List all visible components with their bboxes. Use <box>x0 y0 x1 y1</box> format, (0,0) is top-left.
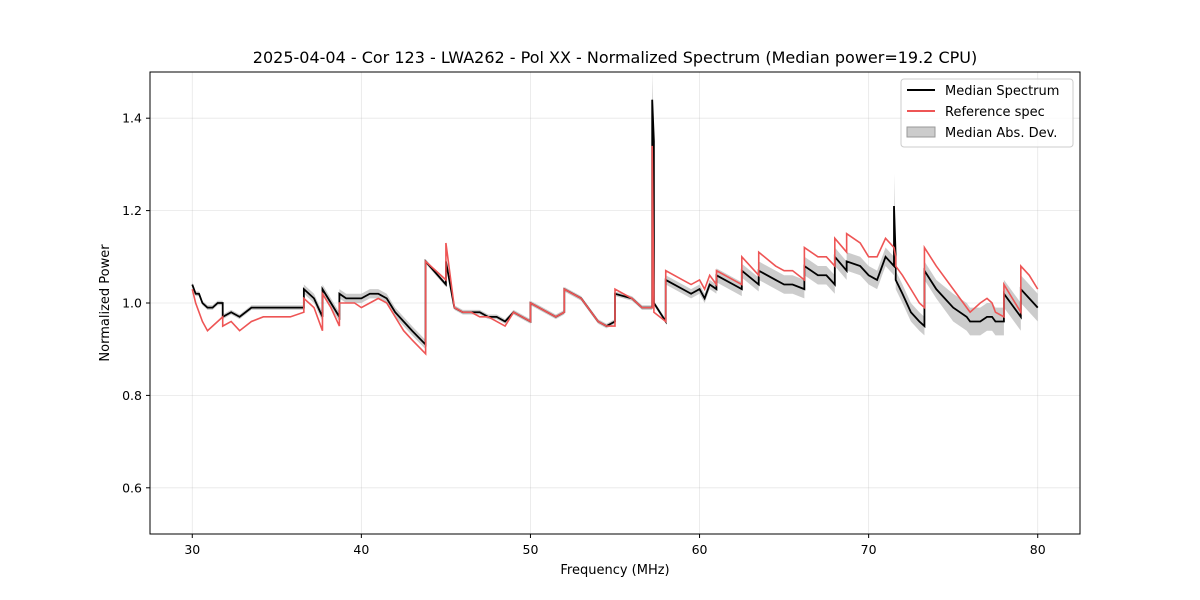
y-tick-label: 1.4 <box>122 111 142 126</box>
legend: Median Spectrum Reference spec Median Ab… <box>900 78 1074 148</box>
x-tick-label: 60 <box>692 542 708 557</box>
x-axis-label: Frequency (MHz) <box>560 563 669 578</box>
y-axis-label: Normalized Power <box>98 244 113 362</box>
y-tick-label: 0.8 <box>122 388 142 403</box>
x-tick-label: 80 <box>1030 542 1046 557</box>
y-tick-label: 0.6 <box>122 480 142 495</box>
y-tick-label: 1.0 <box>122 296 142 311</box>
x-tick-label: 40 <box>353 542 369 557</box>
legend-label-mad: Median Abs. Dev. <box>945 126 1057 141</box>
mad-band-layer <box>192 72 1038 350</box>
legend-label-reference: Reference spec <box>945 105 1045 120</box>
plot-area <box>191 72 1039 356</box>
axis-ticks: 30 40 50 60 70 80 0.6 0.8 1.0 1.2 1.4 <box>122 111 1046 557</box>
series-layer <box>191 99 1039 356</box>
legend-box <box>900 78 1074 148</box>
mad-band <box>192 72 1038 350</box>
y-tick-label: 1.2 <box>122 203 142 218</box>
reference-spec-line <box>191 145 1039 356</box>
chart-title: 2025-04-04 - Cor 123 - LWA262 - Pol XX -… <box>253 48 977 67</box>
x-tick-label: 30 <box>184 542 200 557</box>
x-tick-label: 70 <box>861 542 877 557</box>
legend-swatch-mad <box>906 126 936 138</box>
x-tick-label: 50 <box>523 542 539 557</box>
legend-label-median: Median Spectrum <box>945 84 1059 99</box>
